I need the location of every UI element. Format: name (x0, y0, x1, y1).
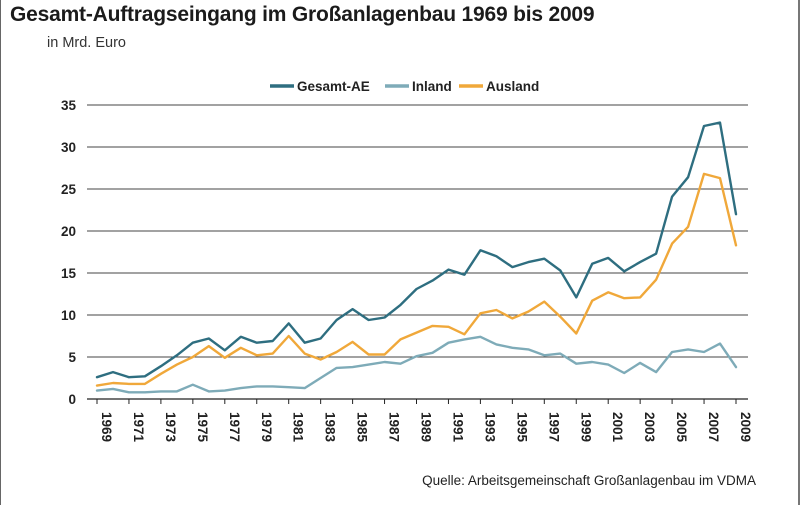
x-tick-label: 2007 (706, 412, 721, 442)
x-tick-label: 1975 (195, 412, 210, 443)
legend-label: Inland (412, 79, 452, 94)
x-tick-label: 1983 (323, 412, 338, 443)
x-tick-label: 2009 (738, 412, 753, 442)
x-tick-label: 1971 (131, 412, 146, 443)
x-tick-label: 2003 (642, 412, 657, 443)
x-tick-label: 1991 (450, 412, 465, 443)
y-tick-label: 30 (61, 140, 76, 155)
x-tick-label: 1995 (514, 412, 529, 443)
legend-item-gesamt-ae: Gesamt-AE (270, 79, 370, 94)
chart-title: Gesamt-Auftragseingang im Großanlagenbau… (10, 3, 595, 26)
y-tick-label: 0 (68, 392, 76, 407)
x-tick-label: 1981 (291, 412, 306, 443)
x-tick-label: 1977 (227, 412, 242, 442)
x-axis-ticks: 1969 1971 1973 1975 1977 1979 1981 1983 1985 1987… (96, 399, 753, 443)
series-line-gesamt-ae (95, 121, 738, 379)
x-tick-label: 1989 (419, 412, 434, 442)
x-tick-label: 1993 (482, 412, 497, 443)
x-tick-label: 1999 (578, 412, 593, 442)
x-tick-label: 1973 (163, 412, 178, 443)
y-tick-label: 25 (61, 182, 77, 197)
source-note: Quelle: Arbeitsgemeinschaft Großanlagenb… (422, 473, 756, 488)
x-tick-label: 2005 (674, 412, 689, 443)
x-tick-label: 1969 (99, 412, 114, 442)
x-tick-label: 1985 (355, 412, 370, 443)
x-tick-label: 1987 (387, 412, 402, 442)
legend-item-inland: Inland (385, 79, 452, 94)
y-tick-label: 5 (68, 350, 76, 365)
image-border-left (0, 0, 1, 505)
chart-subtitle: in Mrd. Euro (47, 35, 126, 51)
series-lines (95, 121, 738, 394)
legend-label: Ausland (486, 79, 539, 94)
series-line-inland (95, 335, 738, 394)
series-line-ausland (95, 172, 738, 387)
legend: Gesamt-AE Inland Ausland (270, 79, 539, 94)
y-tick-label: 10 (61, 308, 76, 323)
y-tick-label: 35 (61, 98, 77, 113)
y-tick-label: 20 (61, 224, 76, 239)
x-tick-label: 2001 (610, 412, 625, 443)
legend-item-ausland: Ausland (459, 79, 539, 94)
x-tick-label: 1979 (259, 412, 274, 442)
legend-label: Gesamt-AE (297, 79, 370, 94)
y-axis-ticks: 0 5 10 15 20 25 30 35 (61, 98, 77, 407)
y-tick-label: 15 (61, 266, 77, 281)
x-tick-label: 1997 (546, 412, 561, 442)
image-border-right (798, 0, 800, 505)
